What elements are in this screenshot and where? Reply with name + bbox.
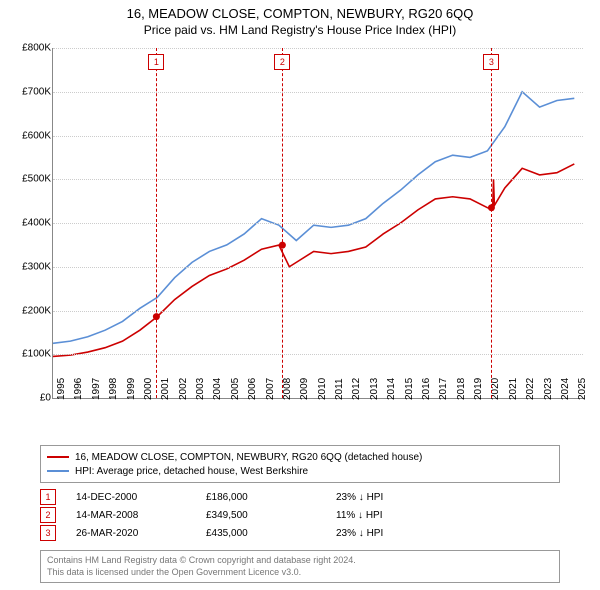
y-axis-label: £300K [22,261,51,272]
x-axis-label: 2011 [334,378,345,400]
legend-box: 16, MEADOW CLOSE, COMPTON, NEWBURY, RG20… [40,445,560,483]
gridline-h [53,267,583,268]
x-axis-label: 2008 [282,378,293,400]
sales-table: 114-DEC-2000£186,00023% ↓ HPI214-MAR-200… [40,488,560,542]
x-axis-label: 2001 [160,378,171,400]
sale-box: 1 [40,489,56,505]
x-axis-label: 2015 [404,378,415,400]
y-axis-label: £700K [22,86,51,97]
legend-swatch [47,470,69,472]
legend-label: HPI: Average price, detached house, West… [75,466,308,477]
legend-row: 16, MEADOW CLOSE, COMPTON, NEWBURY, RG20… [47,450,553,464]
x-axis-label: 2025 [577,378,588,400]
sale-diff: 11% ↓ HPI [336,510,466,521]
x-axis-label: 2017 [438,378,449,400]
y-axis-label: £500K [22,174,51,185]
chart-area: £0£100K£200K£300K£400K£500K£600K£700K£80… [52,48,583,399]
y-axis-label: £800K [22,43,51,54]
sale-date: 26-MAR-2020 [76,528,206,539]
sale-row: 3 26-MAR-2020£435,00023% ↓ HPI [40,524,560,542]
y-axis-label: £200K [22,305,51,316]
x-axis-label: 2016 [421,378,432,400]
footer-box: Contains HM Land Registry data © Crown c… [40,550,560,583]
x-axis-label: 1998 [108,378,119,400]
gridline-h [53,354,583,355]
legend-label: 16, MEADOW CLOSE, COMPTON, NEWBURY, RG20… [75,452,422,463]
x-axis-label: 2003 [195,378,206,400]
gridline-h [53,92,583,93]
gridline-h [53,311,583,312]
x-axis-label: 2023 [543,378,554,400]
x-axis-label: 2019 [473,378,484,400]
y-axis-label: £100K [22,349,51,360]
series-line-blue [53,92,574,344]
x-axis-label: 2007 [265,378,276,400]
chart-container: 16, MEADOW CLOSE, COMPTON, NEWBURY, RG20… [0,0,600,590]
x-axis-label: 1997 [91,378,102,400]
sale-marker-line [491,48,492,398]
sale-box: 2 [40,507,56,523]
x-axis-label: 2022 [525,378,536,400]
x-axis-label: 2005 [230,378,241,400]
sale-date: 14-DEC-2000 [76,492,206,503]
gridline-h [53,179,583,180]
x-axis-label: 2009 [299,378,310,400]
x-axis-label: 2014 [386,378,397,400]
x-axis-label: 2018 [456,378,467,400]
sale-marker-line [282,48,283,398]
x-axis-label: 2012 [351,378,362,400]
sale-price: £186,000 [206,492,336,503]
y-axis-label: £400K [22,218,51,229]
sale-price: £435,000 [206,528,336,539]
x-axis-label: 2006 [247,378,258,400]
sale-diff: 23% ↓ HPI [336,528,466,539]
chart-title: 16, MEADOW CLOSE, COMPTON, NEWBURY, RG20… [0,0,600,21]
x-axis-label: 2000 [143,378,154,400]
x-axis-label: 2021 [508,378,519,400]
chart-subtitle: Price paid vs. HM Land Registry's House … [0,21,600,41]
sale-row: 1 14-DEC-2000£186,00023% ↓ HPI [40,488,560,506]
footer-line2: This data is licensed under the Open Gov… [47,567,553,579]
x-axis-label: 1996 [73,378,84,400]
sale-marker-box: 3 [483,54,499,70]
sale-marker-line [156,48,157,398]
x-axis-label: 1995 [56,378,67,400]
gridline-h [53,223,583,224]
series-line-red [53,164,574,357]
sale-diff: 23% ↓ HPI [336,492,466,503]
sale-box: 3 [40,525,56,541]
sale-marker-box: 2 [274,54,290,70]
y-axis-label: £600K [22,130,51,141]
sale-date: 14-MAR-2008 [76,510,206,521]
x-axis-label: 2004 [212,378,223,400]
x-axis-label: 2010 [317,378,328,400]
footer-line1: Contains HM Land Registry data © Crown c… [47,555,553,567]
gridline-h [53,136,583,137]
sale-price: £349,500 [206,510,336,521]
x-axis-label: 2002 [178,378,189,400]
gridline-h [53,48,583,49]
x-axis-label: 1999 [126,378,137,400]
x-axis-label: 2024 [560,378,571,400]
legend-swatch [47,456,69,458]
sale-marker-box: 1 [148,54,164,70]
y-axis-label: £0 [40,393,51,404]
x-axis-label: 2013 [369,378,380,400]
legend-row: HPI: Average price, detached house, West… [47,464,553,478]
sale-row: 2 14-MAR-2008£349,50011% ↓ HPI [40,506,560,524]
